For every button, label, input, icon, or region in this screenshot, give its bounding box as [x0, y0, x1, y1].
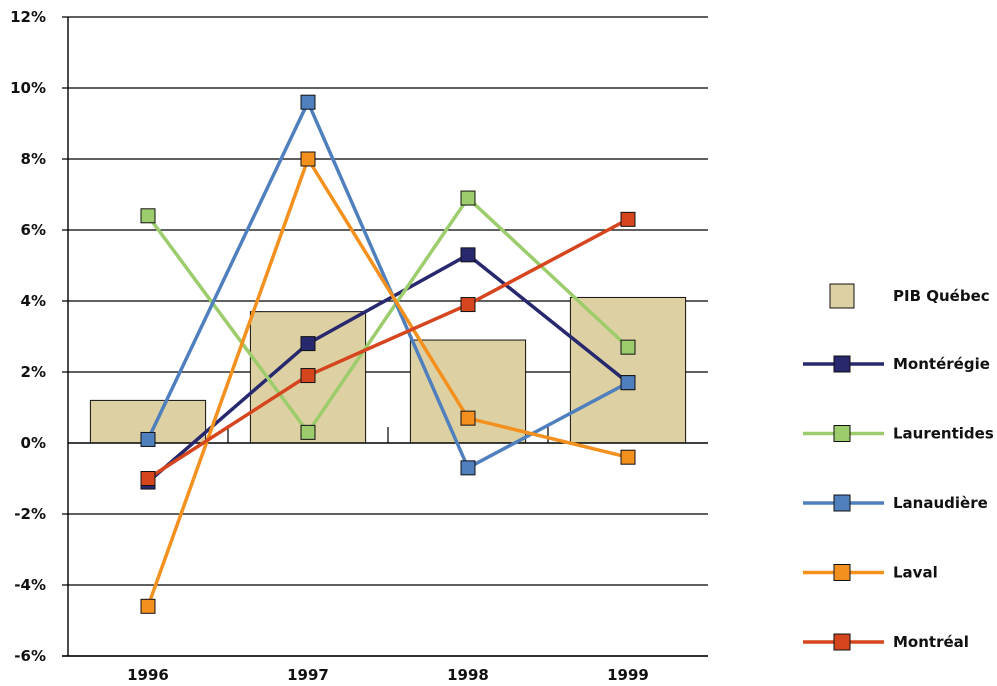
- point-1-0: [140, 208, 156, 224]
- axes: [62, 17, 708, 657]
- point-3-1: [300, 151, 316, 167]
- point-3-2: [460, 410, 476, 426]
- legend-marker-1: [833, 425, 851, 442]
- legend-label-bars: PIB Québec: [893, 287, 990, 305]
- point-2-3: [620, 375, 636, 391]
- point-3-3: [620, 449, 636, 465]
- legend-label-2: Lanaudière: [893, 494, 988, 512]
- point-4-0: [140, 471, 156, 486]
- point-1-2: [460, 190, 476, 206]
- y-tick-label: -4%: [14, 576, 46, 594]
- legend-label-1: Laurentides: [893, 425, 994, 443]
- legend: PIB Québec Montérégie Laurentides Lanaudièr…: [803, 283, 994, 651]
- series-line-3: [146, 157, 629, 607]
- series-line-2: [146, 100, 629, 470]
- y-tick-label: 10%: [10, 79, 46, 97]
- legend-marker-2: [833, 494, 851, 512]
- x-tick-label: 1998: [447, 666, 489, 684]
- legend-label-3: Laval: [893, 564, 938, 582]
- legend-swatch-bars: [829, 283, 855, 309]
- y-tick-label: -2%: [14, 505, 46, 523]
- legend-marker-4: [833, 633, 851, 651]
- point-4-3: [620, 211, 636, 227]
- y-tick-label: 6%: [21, 221, 46, 239]
- series-markers: [140, 94, 636, 614]
- legend-label-0: Montérégie: [893, 355, 990, 373]
- point-1-3: [620, 339, 636, 355]
- point-0-1: [300, 336, 316, 352]
- y-tick-label: 12%: [10, 8, 46, 26]
- point-2-2: [460, 460, 476, 476]
- series-line-1: [146, 196, 630, 435]
- x-tick-label: 1999: [607, 666, 649, 684]
- legend-marker-0: [833, 355, 851, 373]
- point-4-2: [460, 297, 476, 313]
- series-line-4: [147, 217, 629, 480]
- y-tick-label: 4%: [21, 292, 46, 310]
- point-4-1: [300, 368, 316, 384]
- point-0-2: [460, 247, 476, 263]
- y-tick-label: 8%: [21, 150, 46, 168]
- point-3-0: [140, 598, 156, 614]
- y-tick-label: 0%: [21, 434, 46, 452]
- series-lines: [146, 100, 630, 607]
- point-1-1: [300, 424, 316, 440]
- y-tick-label: 2%: [21, 363, 46, 381]
- x-tick-labels: 1996 1997 1998 1999: [127, 666, 649, 684]
- legend-label-4: Montréal: [893, 633, 969, 651]
- point-2-1: [300, 94, 316, 110]
- series-line-0: [146, 253, 630, 484]
- x-tick-label: 1997: [287, 666, 329, 684]
- point-2-0: [140, 431, 156, 447]
- x-tick-label: 1996: [127, 666, 169, 684]
- legend-marker-3: [833, 564, 851, 581]
- bar-1999: [569, 296, 687, 444]
- y-tick-label: -6%: [14, 647, 46, 665]
- y-tick-labels: 12% 10% 8% 6% 4% 2% 0% -2% -4% -6%: [10, 8, 46, 665]
